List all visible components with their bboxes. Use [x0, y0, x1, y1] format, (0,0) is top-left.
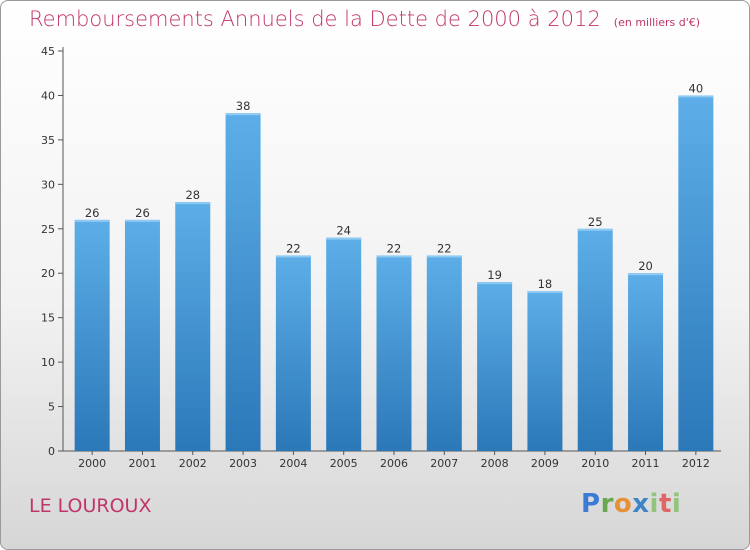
- bar-top-highlight: [124, 219, 160, 222]
- bar-top-highlight: [74, 219, 110, 222]
- bar-top-highlight: [326, 237, 362, 240]
- x-tick-label: 2008: [481, 457, 509, 470]
- bar-value-label: 28: [185, 188, 200, 202]
- bar-value-label: 26: [135, 206, 150, 220]
- y-tick-label: 15: [41, 312, 55, 325]
- x-tick-label: 2003: [229, 457, 257, 470]
- x-tick-label: 2009: [531, 457, 559, 470]
- x-tick-label: 2007: [430, 457, 458, 470]
- bar-top-highlight: [275, 255, 311, 258]
- y-tick-label: 25: [41, 223, 55, 236]
- bar-value-label: 26: [85, 206, 100, 220]
- bar-top-highlight: [225, 113, 261, 116]
- bar-2011: [628, 273, 664, 451]
- bar-value-label: 24: [336, 224, 351, 238]
- bar-top-highlight: [175, 202, 211, 205]
- y-tick-label: 0: [48, 445, 55, 458]
- bar-top-highlight: [426, 255, 462, 258]
- commune-name: LE LOUROUX: [29, 495, 152, 517]
- bar-top-highlight: [678, 95, 714, 98]
- proxiti-logo: Proxiti: [581, 489, 682, 519]
- bar-2006: [376, 255, 412, 451]
- bar-value-label: 19: [487, 268, 502, 282]
- bar-value-label: 18: [538, 277, 553, 291]
- bar-top-highlight: [577, 228, 613, 231]
- bar-2001: [124, 219, 160, 451]
- x-tick-label: 2011: [632, 457, 660, 470]
- chart-title: Remboursements Annuels de la Dette de 20…: [29, 7, 700, 31]
- bar-value-label: 38: [236, 99, 251, 113]
- bar-value-label: 22: [437, 241, 452, 255]
- y-tick-label: 30: [41, 178, 55, 191]
- bar-top-highlight: [477, 282, 513, 285]
- bar-2000: [74, 219, 110, 451]
- bar-2007: [426, 255, 462, 451]
- y-tick-label: 10: [41, 356, 55, 369]
- x-tick-label: 2002: [179, 457, 207, 470]
- bar-2002: [175, 202, 211, 451]
- bar-value-label: 40: [689, 81, 704, 95]
- bar-2005: [326, 237, 362, 451]
- bar-2010: [577, 228, 613, 451]
- bar-value-label: 20: [638, 259, 653, 273]
- bar-top-highlight: [527, 291, 563, 293]
- x-tick-label: 2005: [330, 457, 358, 470]
- y-tick-label: 5: [48, 401, 55, 414]
- x-tick-label: 2006: [380, 457, 408, 470]
- x-tick-label: 2012: [682, 457, 710, 470]
- chart-title-unit: (en milliers d'€): [613, 16, 701, 29]
- bar-2008: [477, 282, 513, 451]
- x-tick-label: 2010: [581, 457, 609, 470]
- y-tick-label: 45: [41, 45, 55, 58]
- y-tick-label: 35: [41, 134, 55, 147]
- bar-value-label: 22: [286, 241, 301, 255]
- bar-value-label: 25: [588, 215, 603, 229]
- x-tick-label: 2001: [128, 457, 156, 470]
- bar-2012: [678, 95, 714, 451]
- y-tick-label: 20: [41, 267, 55, 280]
- bar-2009: [527, 291, 563, 451]
- bar-top-highlight: [628, 273, 664, 276]
- bar-2004: [275, 255, 311, 451]
- y-tick-label: 40: [41, 89, 55, 102]
- x-tick-label: 2000: [78, 457, 106, 470]
- bar-top-highlight: [376, 255, 412, 258]
- bar-value-label: 22: [387, 241, 402, 255]
- x-tick-label: 2004: [279, 457, 307, 470]
- chart-title-main: Remboursements Annuels de la Dette de 20…: [29, 7, 601, 31]
- bar-2003: [225, 113, 261, 451]
